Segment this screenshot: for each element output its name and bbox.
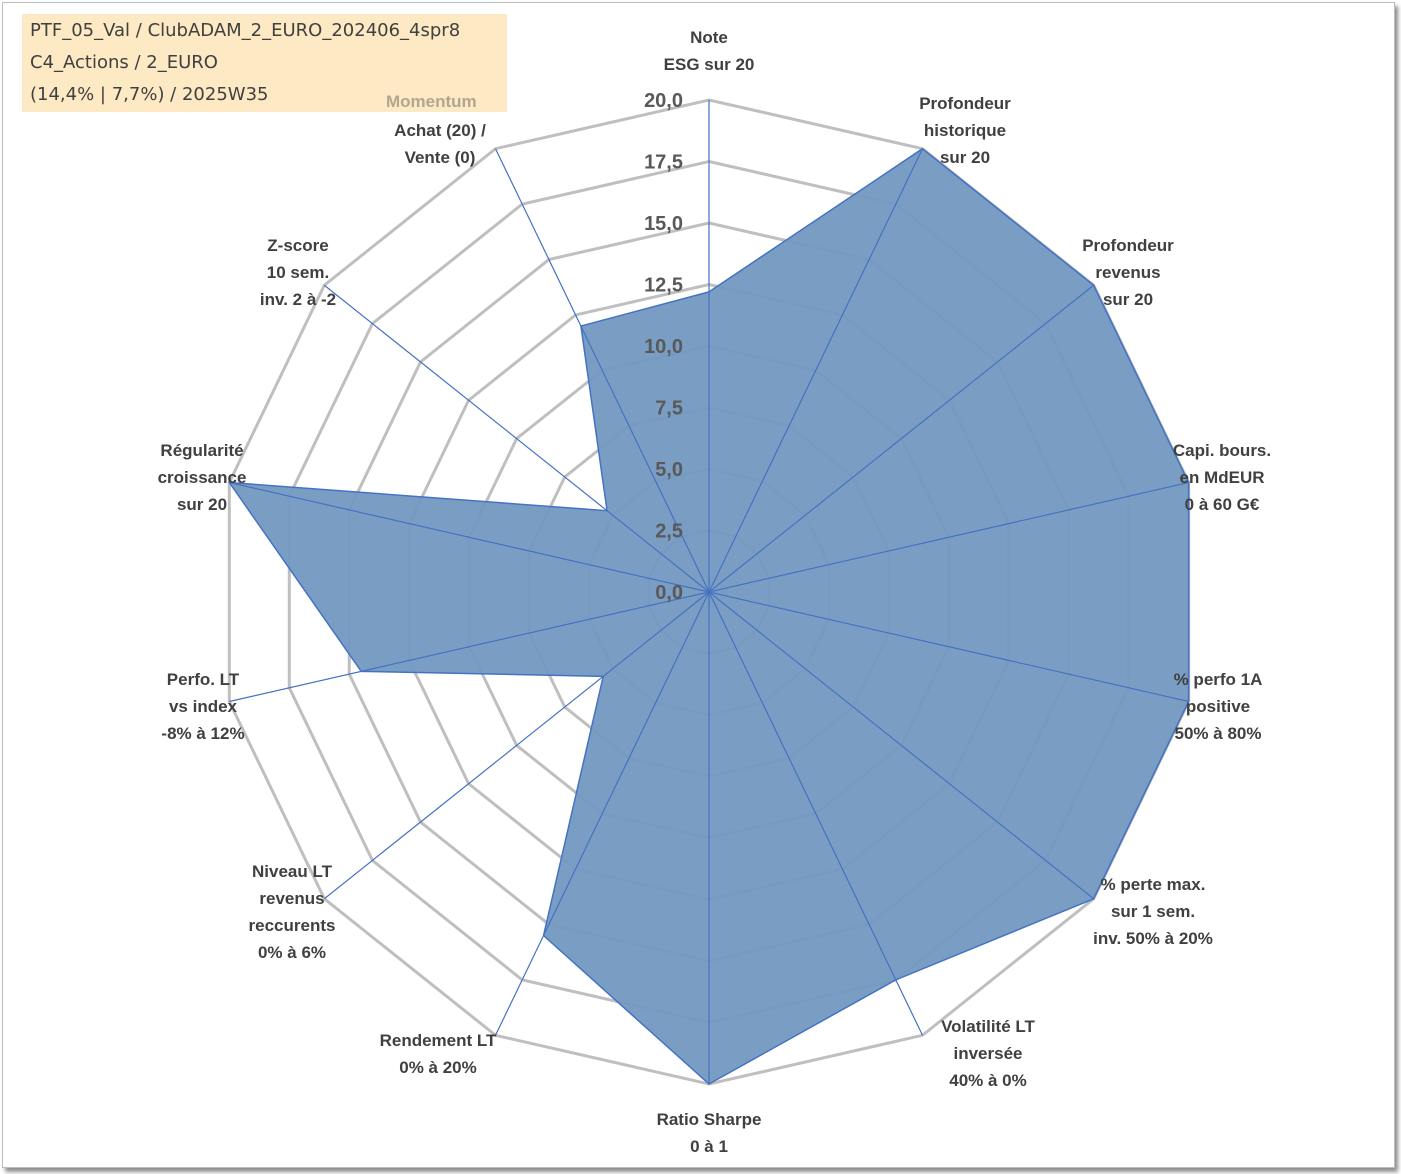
tick-label: 2,5 (655, 521, 683, 543)
tick-label: 15,0 (644, 213, 683, 235)
tick-label: 0,0 (655, 582, 683, 604)
spoke-profondeur-historique (708, 148, 924, 593)
portfolio-id-text: PTF_05_Val / ClubADAM_2_EURO_202406_4spr… (30, 20, 461, 41)
spoke-niveau-lt-revenus (323, 591, 710, 900)
tick-label: 5,0 (655, 459, 683, 481)
portfolio-info-box: PTF_05_Val / ClubADAM_2_EURO_202406_4spr… (22, 14, 507, 112)
axis-label-niveau-lt-revenus: Niveau LT revenus reccurents 0% à 6% (249, 862, 336, 962)
radar-spokes (229, 100, 1189, 1084)
spoke-momentum (494, 148, 710, 593)
axis-label-capi-bours: Capi. bours. en MdEUR 0 à 60 G€ (1173, 441, 1271, 514)
spoke-capi-bours (708, 481, 1189, 593)
axis-label-volatilite-lt: Volatilité LT inversée 40% à 0% (941, 1017, 1035, 1090)
spoke-rendement-lt (494, 591, 710, 1036)
tick-label: 7,5 (655, 398, 683, 420)
axis-label-rendement-lt: Rendement LT 0% à 20% (380, 1031, 497, 1077)
momentum-label: Momentum (386, 92, 477, 111)
tick-label: 20,0 (644, 90, 683, 112)
spoke-regularite-croissance (229, 481, 710, 593)
axis-label-profondeur-historique: Profondeur historique sur 20 (919, 94, 1011, 167)
spoke-perte-max (708, 591, 1095, 900)
axis-label-profondeur-revenus: Profondeur revenus sur 20 (1082, 236, 1174, 309)
spoke-perfo-1a (708, 591, 1189, 703)
spoke-profondeur-revenus (708, 284, 1095, 593)
tick-label: 12,5 (644, 275, 683, 297)
portfolio-stats-text: (14,4% | 7,7%) / 2025W35 (30, 84, 269, 105)
axis-label-z-score: Z-score 10 sem. inv. 2 à -2 (260, 236, 336, 309)
portfolio-category-text: C4_Actions / 2_EURO (30, 52, 218, 73)
axis-label-note-esg: Note ESG sur 20 (664, 28, 755, 74)
radar-tick-labels: 0,0 2,5 5,0 7,5 10,0 12,5 15,0 17,5 20,0 (644, 90, 683, 604)
axis-label-perfo-lt-index: Perfo. LT vs index -8% à 12% (161, 670, 244, 743)
spoke-perfo-lt-index (229, 591, 710, 703)
axis-label-perte-max: % perte max. sur 1 sem. inv. 50% à 20% (1093, 875, 1213, 948)
axis-label-ratio-sharpe: Ratio Sharpe 0 à 1 (657, 1110, 762, 1156)
spoke-z-score (323, 284, 710, 593)
axis-label-regularite-croissance: Régularité croissance sur 20 (158, 441, 247, 514)
spoke-volatilite-lt (708, 591, 924, 1036)
tick-label: 17,5 (644, 152, 683, 174)
radar-axis-labels: Note ESG sur 20 Profondeur historique sur 20… (158, 28, 1272, 1156)
axis-label-perfo-1a: % perfo 1A positive 50% à 80% (1174, 670, 1263, 743)
tick-label: 10,0 (644, 336, 683, 358)
axis-label-momentum: Achat (20) / Vente (0) (394, 121, 486, 167)
